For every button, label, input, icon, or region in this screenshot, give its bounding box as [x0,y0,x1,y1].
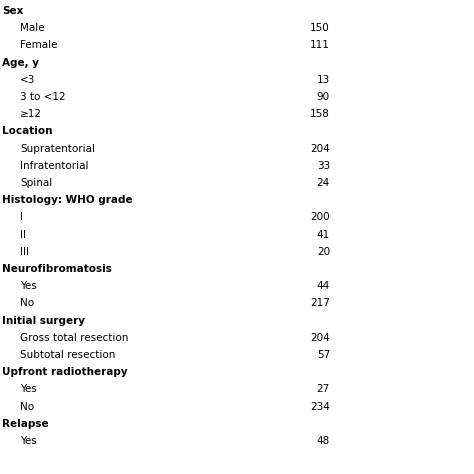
Text: 41: 41 [317,229,330,239]
Text: Initial surgery: Initial surgery [2,316,85,326]
Text: Subtotal resection: Subtotal resection [20,350,115,360]
Text: 234: 234 [310,401,330,411]
Text: No: No [20,401,34,411]
Text: 3 to <12: 3 to <12 [20,92,65,102]
Text: Gross total resection: Gross total resection [20,333,128,343]
Text: Upfront radiotherapy: Upfront radiotherapy [2,367,128,377]
Text: I: I [20,212,23,222]
Text: Age, y: Age, y [2,58,39,68]
Text: III: III [20,247,29,257]
Text: Yes: Yes [20,281,37,291]
Text: 57: 57 [317,350,330,360]
Text: Histology: WHO grade: Histology: WHO grade [2,195,133,205]
Text: Spinal: Spinal [20,178,52,188]
Text: 90: 90 [317,92,330,102]
Text: Neurofibromatosis: Neurofibromatosis [2,264,112,274]
Text: 200: 200 [310,212,330,222]
Text: Sex: Sex [2,6,23,16]
Text: Supratentorial: Supratentorial [20,144,95,154]
Text: Relapse: Relapse [2,419,49,429]
Text: 24: 24 [317,178,330,188]
Text: Yes: Yes [20,436,37,446]
Text: ≥12: ≥12 [20,109,42,119]
Text: 217: 217 [310,299,330,309]
Text: 150: 150 [310,23,330,33]
Text: 27: 27 [317,384,330,394]
Text: 111: 111 [310,40,330,50]
Text: 204: 204 [310,144,330,154]
Text: 13: 13 [317,75,330,85]
Text: Yes: Yes [20,384,37,394]
Text: 44: 44 [317,281,330,291]
Text: 48: 48 [317,436,330,446]
Text: Location: Location [2,127,53,137]
Text: 158: 158 [310,109,330,119]
Text: <3: <3 [20,75,36,85]
Text: Infratentorial: Infratentorial [20,161,89,171]
Text: 33: 33 [317,161,330,171]
Text: Male: Male [20,23,45,33]
Text: 204: 204 [310,333,330,343]
Text: No: No [20,299,34,309]
Text: 20: 20 [317,247,330,257]
Text: Female: Female [20,40,57,50]
Text: II: II [20,229,26,239]
